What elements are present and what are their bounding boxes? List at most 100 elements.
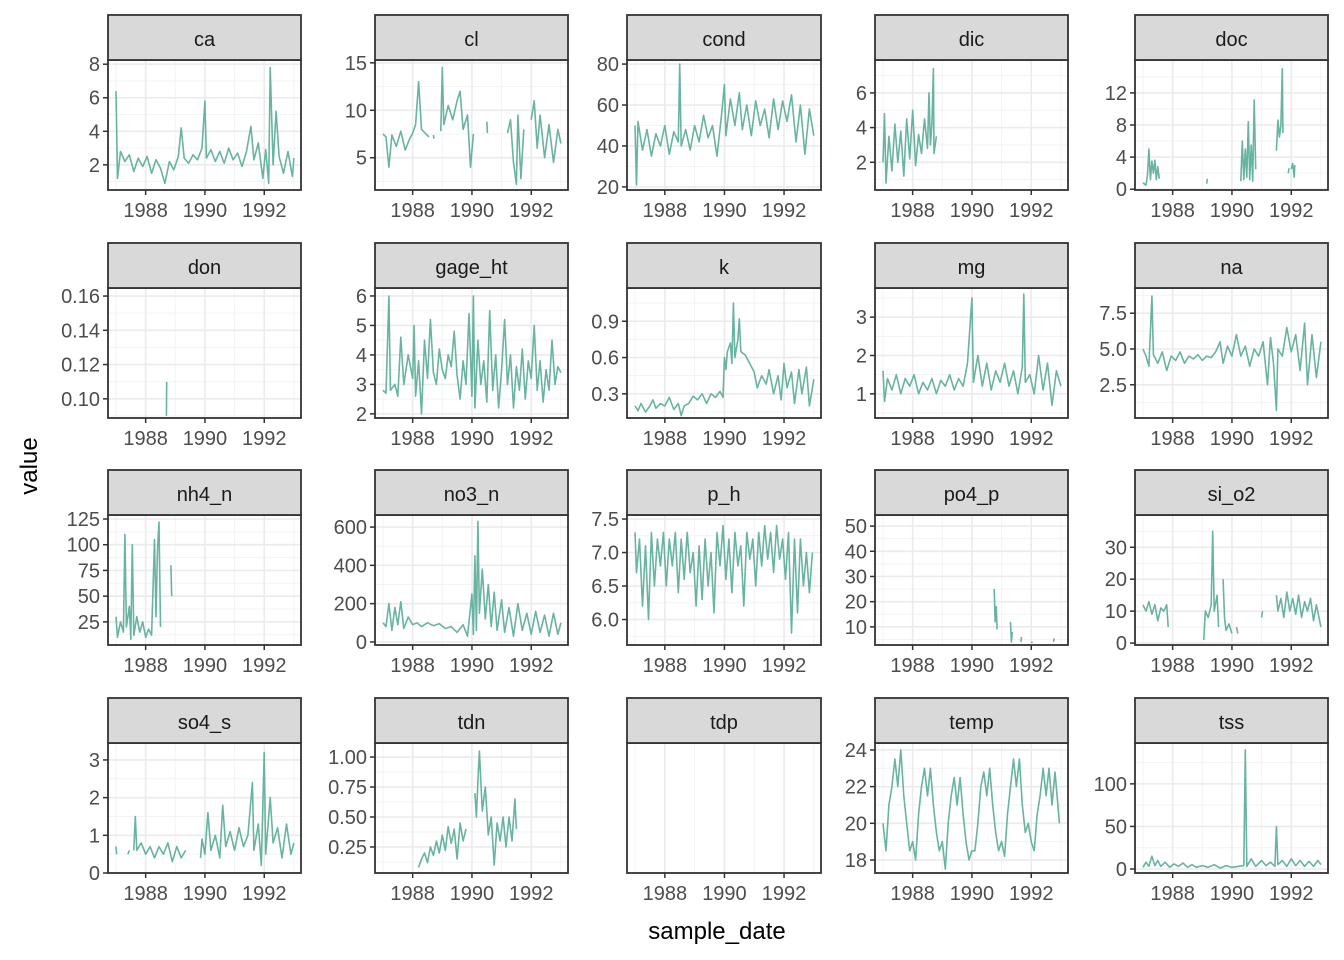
facet-strip-label: si_o2 bbox=[1208, 484, 1256, 506]
x-tick-label: 1990 bbox=[702, 428, 747, 450]
facet-strip bbox=[1134, 242, 1329, 289]
y-tick-label: 50 bbox=[1105, 816, 1127, 838]
y-tick-label: 6.0 bbox=[591, 610, 619, 632]
x-tick-label: 1988 bbox=[1150, 428, 1195, 450]
series-line-tdn bbox=[417, 750, 518, 868]
x-tick-label: 1990 bbox=[450, 655, 495, 677]
series-line-cond bbox=[634, 63, 815, 186]
x-tick-label: 1992 bbox=[1009, 883, 1054, 905]
facet-strip-label: na bbox=[1220, 257, 1243, 279]
x-tick-label: 1988 bbox=[1150, 200, 1195, 222]
x-tick-label: 1990 bbox=[183, 428, 228, 450]
series-line-tss bbox=[1142, 749, 1322, 869]
y-tick-label: 0.50 bbox=[328, 807, 367, 829]
facet-so4_s: so4_s 1988 1990 1992 0 1 2 3 bbox=[89, 697, 302, 905]
facet-strip-label: temp bbox=[949, 712, 993, 734]
y-tick-label: 4 bbox=[1116, 147, 1127, 169]
x-tick-label: 1988 bbox=[390, 655, 435, 677]
y-tick-label: 0.10 bbox=[61, 389, 100, 411]
y-tick-label: 40 bbox=[845, 541, 867, 563]
facet-don: don 1988 1990 1992 0.10 0.12 0.14 0.16 bbox=[61, 242, 302, 450]
y-tick-label: 20 bbox=[597, 177, 619, 199]
facet-ca: ca 1988 1990 1992 2 4 6 8 bbox=[89, 14, 302, 222]
facet-tdn: tdn 1988 1990 1992 0.25 0.50 0.75 1.00 bbox=[328, 697, 569, 905]
x-tick-label: 1992 bbox=[509, 883, 554, 905]
x-tick-label: 1992 bbox=[242, 883, 287, 905]
y-tick-label: 7.5 bbox=[1099, 303, 1127, 325]
facet-po4_p: po4_p 1988 1990 1992 10 20 30 40 50 bbox=[845, 469, 1069, 677]
x-tick-label: 1990 bbox=[702, 883, 747, 905]
facet-temp: temp 1988 1990 1992 18 20 22 24 bbox=[845, 697, 1069, 905]
x-tick-label: 1992 bbox=[242, 655, 287, 677]
y-tick-label: 10 bbox=[1105, 601, 1127, 623]
x-tick-label: 1992 bbox=[1009, 428, 1054, 450]
x-tick-label: 1990 bbox=[450, 200, 495, 222]
facet-strip bbox=[626, 242, 822, 289]
series-line-na bbox=[1142, 295, 1322, 412]
series-line-gage_ht bbox=[382, 295, 562, 415]
y-tick-label: 200 bbox=[334, 594, 367, 616]
y-tick-label: 22 bbox=[845, 777, 867, 799]
x-tick-label: 1992 bbox=[1009, 655, 1054, 677]
y-tick-label: 2.5 bbox=[1099, 375, 1127, 397]
y-tick-label: 24 bbox=[845, 740, 867, 762]
series-line-doc bbox=[1142, 68, 1296, 186]
x-tick-label: 1988 bbox=[1150, 655, 1195, 677]
y-tick-label: 4 bbox=[356, 345, 367, 367]
y-tick-label: 3 bbox=[856, 307, 867, 329]
x-tick-label: 1988 bbox=[390, 200, 435, 222]
y-tick-label: 40 bbox=[597, 136, 619, 158]
y-tick-label: 20 bbox=[1105, 569, 1127, 591]
y-tick-label: 0.14 bbox=[61, 320, 100, 342]
facet-strip bbox=[374, 242, 569, 289]
y-tick-label: 12 bbox=[1105, 83, 1127, 105]
y-tick-label: 30 bbox=[1105, 537, 1127, 559]
facet-strip-label: p_h bbox=[707, 484, 740, 506]
y-tick-label: 0 bbox=[89, 863, 100, 885]
y-tick-label: 10 bbox=[845, 617, 867, 639]
facet-tdp: tdp 1988 1990 1992 bbox=[626, 697, 822, 905]
facet-strip bbox=[874, 242, 1069, 289]
x-tick-label: 1988 bbox=[643, 883, 688, 905]
y-tick-label: 75 bbox=[78, 560, 100, 582]
y-tick-label: 100 bbox=[1094, 774, 1127, 796]
x-tick-label: 1992 bbox=[762, 428, 807, 450]
y-tick-label: 6 bbox=[89, 88, 100, 110]
facet-strip bbox=[107, 469, 302, 516]
y-tick-label: 20 bbox=[845, 592, 867, 614]
facet-cond: cond 1988 1990 1992 20 40 60 80 bbox=[597, 14, 822, 222]
facet-strip-label: mg bbox=[958, 257, 986, 279]
y-tick-label: 6.5 bbox=[591, 576, 619, 598]
facet-strip bbox=[626, 469, 822, 516]
y-tick-label: 2 bbox=[856, 152, 867, 174]
x-tick-label: 1990 bbox=[183, 655, 228, 677]
y-tick-label: 8 bbox=[1116, 115, 1127, 137]
facet-strip bbox=[1134, 469, 1329, 516]
x-tick-label: 1992 bbox=[509, 428, 554, 450]
x-tick-label: 1988 bbox=[123, 200, 168, 222]
facet-strip-label: nh4_n bbox=[177, 484, 233, 506]
y-tick-label: 0 bbox=[1116, 179, 1127, 201]
facet-na: na 1988 1990 1992 2.5 5.0 7.5 bbox=[1099, 242, 1329, 450]
facet-strip bbox=[626, 697, 822, 744]
y-tick-label: 400 bbox=[334, 555, 367, 577]
facet-strip-label: po4_p bbox=[944, 484, 1000, 506]
y-tick-label: 50 bbox=[78, 586, 100, 608]
x-tick-label: 1992 bbox=[242, 428, 287, 450]
facet-mg: mg 1988 1990 1992 1 2 3 bbox=[856, 242, 1069, 450]
y-tick-label: 2 bbox=[89, 788, 100, 810]
series-line-so4_s bbox=[115, 751, 295, 867]
series-line-po4_p bbox=[993, 589, 1055, 644]
facet-strip-label: dic bbox=[959, 29, 985, 51]
x-tick-label: 1990 bbox=[950, 200, 995, 222]
y-tick-label: 5 bbox=[356, 148, 367, 170]
facet-cl: cl 1988 1990 1992 5 10 15 bbox=[345, 14, 569, 222]
x-tick-label: 1992 bbox=[509, 200, 554, 222]
x-tick-label: 1992 bbox=[242, 200, 287, 222]
x-tick-label: 1992 bbox=[1269, 428, 1314, 450]
y-tick-label: 1 bbox=[856, 384, 867, 406]
y-tick-label: 0.12 bbox=[61, 355, 100, 377]
x-tick-label: 1988 bbox=[890, 655, 935, 677]
y-tick-label: 5.0 bbox=[1099, 339, 1127, 361]
